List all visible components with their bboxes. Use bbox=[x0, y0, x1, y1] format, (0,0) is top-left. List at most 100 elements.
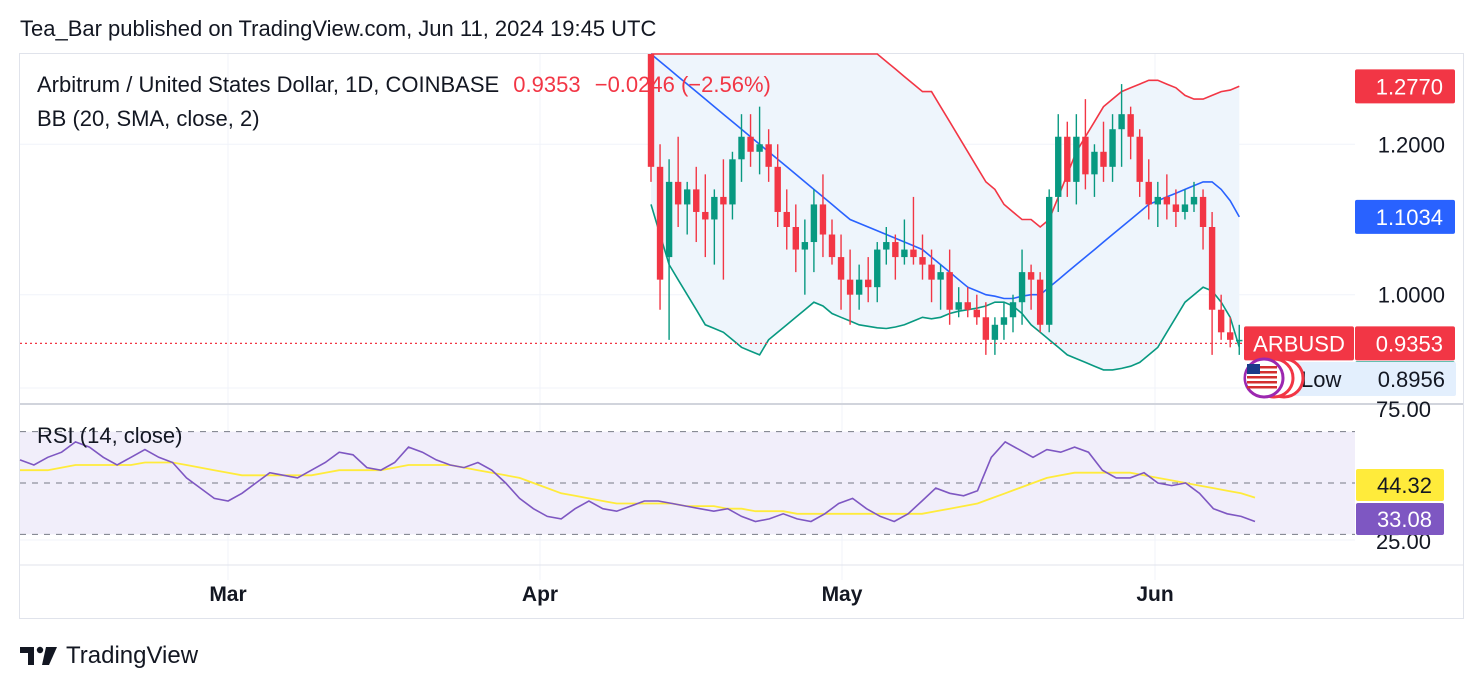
candle-body[interactable] bbox=[937, 272, 944, 280]
candle-body[interactable] bbox=[1073, 136, 1080, 182]
candle-body[interactable] bbox=[892, 242, 899, 258]
candle-body[interactable] bbox=[674, 181, 682, 205]
candle-body[interactable] bbox=[874, 249, 881, 288]
candle-body[interactable] bbox=[1082, 136, 1089, 175]
candle-body[interactable] bbox=[756, 144, 763, 152]
bb-upper-price-label-bg bbox=[1355, 69, 1455, 104]
rsi-label-bg bbox=[1356, 503, 1444, 535]
candle-body[interactable] bbox=[774, 166, 781, 212]
candle-body[interactable] bbox=[991, 324, 999, 340]
candle-body[interactable] bbox=[901, 249, 908, 258]
bollinger-band-fill bbox=[651, 54, 1240, 370]
candle-body[interactable] bbox=[1172, 204, 1180, 212]
candle-body[interactable] bbox=[810, 204, 818, 243]
candle-body[interactable] bbox=[955, 302, 962, 310]
symbol-legend: Arbitrum / United States Dollar, 1D, COI… bbox=[37, 72, 771, 98]
candle-body[interactable] bbox=[1208, 227, 1216, 310]
candle-body[interactable] bbox=[1000, 317, 1008, 325]
candle-body[interactable] bbox=[1100, 151, 1107, 167]
bb-basis-price-label: 1.1034 bbox=[1376, 205, 1443, 230]
last-price-label: 0.9353 bbox=[1376, 331, 1443, 356]
bollinger-upper-line bbox=[651, 53, 1240, 229]
rsi-line bbox=[19, 440, 1256, 523]
candle-body[interactable] bbox=[1127, 114, 1134, 137]
us-flag-canton bbox=[1247, 364, 1260, 374]
candle-body[interactable] bbox=[1136, 136, 1143, 182]
candle-body[interactable] bbox=[783, 211, 790, 227]
bollinger-basis-line bbox=[650, 53, 1240, 300]
candle-body[interactable] bbox=[647, 54, 655, 167]
candle-body[interactable] bbox=[1009, 302, 1017, 318]
candle-body[interactable] bbox=[1227, 332, 1234, 340]
candle-body[interactable] bbox=[1236, 339, 1243, 342]
footer-brand-name: TradingView bbox=[66, 642, 199, 669]
candle-body[interactable] bbox=[846, 279, 854, 295]
candle-body[interactable] bbox=[946, 272, 953, 310]
candle-body[interactable] bbox=[1109, 129, 1116, 167]
candle-body[interactable] bbox=[665, 181, 673, 258]
candle-body[interactable] bbox=[1046, 196, 1053, 325]
candle-body[interactable] bbox=[1163, 196, 1171, 205]
time-axis-tick: Mar bbox=[209, 583, 246, 606]
symbol-title: Arbitrum / United States Dollar, 1D, COI… bbox=[37, 72, 500, 97]
candle-body[interactable] bbox=[1217, 309, 1225, 333]
bb-legend: BB (20, SMA, close, 2) bbox=[37, 106, 260, 131]
candle-body[interactable] bbox=[964, 302, 971, 310]
time-axis-tick: Apr bbox=[522, 583, 558, 606]
candle-body[interactable] bbox=[1199, 196, 1207, 227]
tradingview-logo-icon bbox=[20, 646, 57, 665]
candle-body[interactable] bbox=[1027, 272, 1035, 280]
price-change: −0.0246 (−2.56%) bbox=[594, 72, 771, 97]
candle-body[interactable] bbox=[711, 196, 718, 220]
candle-body[interactable] bbox=[765, 144, 772, 167]
candle-body[interactable] bbox=[792, 227, 799, 250]
candle-body[interactable] bbox=[1154, 196, 1161, 205]
candle-body[interactable] bbox=[729, 159, 736, 205]
candle-body[interactable] bbox=[801, 242, 809, 250]
candle-body[interactable] bbox=[1145, 181, 1152, 205]
low-label-text: Low bbox=[1301, 367, 1341, 392]
bb-basis-price-label-bg bbox=[1355, 199, 1455, 234]
candle-body[interactable] bbox=[1064, 136, 1071, 182]
candle-body[interactable] bbox=[1181, 204, 1189, 212]
bollinger-lower-line bbox=[650, 204, 1241, 371]
candle-body[interactable] bbox=[1036, 279, 1044, 325]
rsi-ma-label-bg bbox=[1356, 469, 1444, 501]
candle-body[interactable] bbox=[865, 279, 872, 288]
low-price-label: 0.8956 bbox=[1378, 367, 1445, 392]
candle-body[interactable] bbox=[928, 264, 935, 280]
candle-body[interactable] bbox=[1055, 136, 1062, 197]
price-axis-tick: 1.2000 bbox=[1378, 132, 1445, 157]
rsi-legend: RSI (14, close) bbox=[37, 423, 183, 448]
candle-body[interactable] bbox=[747, 136, 754, 152]
candle-body[interactable] bbox=[1018, 272, 1026, 303]
candle-body[interactable] bbox=[919, 257, 926, 265]
candle-body[interactable] bbox=[720, 196, 727, 205]
candle-body[interactable] bbox=[837, 257, 845, 280]
candle-body[interactable] bbox=[973, 309, 980, 318]
candle-body[interactable] bbox=[910, 249, 917, 258]
symbol-tag-bg bbox=[1244, 326, 1354, 361]
rsi-axis-tick: 75.00 bbox=[1376, 397, 1431, 422]
candle-body[interactable] bbox=[855, 279, 863, 295]
candle-body[interactable] bbox=[656, 166, 664, 280]
candle-body[interactable] bbox=[883, 242, 890, 250]
footer-brand[interactable]: TradingView bbox=[20, 642, 198, 670]
candle-body[interactable] bbox=[738, 136, 745, 160]
rsi-value-label: 33.08 bbox=[1377, 507, 1432, 532]
candle-body[interactable] bbox=[684, 189, 691, 205]
candle-body[interactable] bbox=[1118, 114, 1125, 130]
candle-body[interactable] bbox=[1190, 196, 1198, 205]
candle-body[interactable] bbox=[1091, 151, 1098, 175]
candle-body[interactable] bbox=[702, 211, 709, 220]
publish-header: Tea_Bar published on TradingView.com, Ju… bbox=[20, 16, 657, 41]
rsi-band-fill bbox=[20, 431, 1355, 535]
us-flag-stripe bbox=[1247, 381, 1277, 384]
candle-body[interactable] bbox=[982, 317, 990, 340]
candle-body[interactable] bbox=[828, 234, 836, 258]
candle-body[interactable] bbox=[819, 204, 827, 235]
us-flag-stripe bbox=[1247, 371, 1277, 374]
low-label-bg bbox=[1292, 362, 1456, 396]
candle-body[interactable] bbox=[693, 189, 700, 212]
